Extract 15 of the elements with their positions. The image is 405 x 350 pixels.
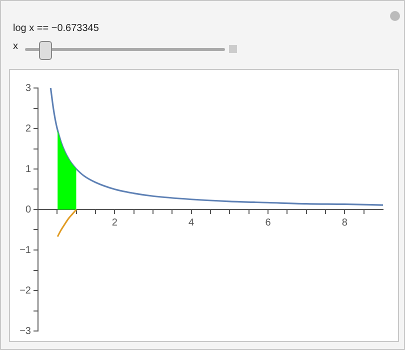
x-tick-label: 6 <box>265 217 272 228</box>
x-tick-label: 4 <box>188 217 195 228</box>
y-tick-label: 1 <box>25 164 32 175</box>
y-tick-label: 0 <box>25 204 32 216</box>
y-tick-label: 2 <box>25 123 32 134</box>
line-series <box>50 88 383 206</box>
chart-title: log x == −0.673345 <box>13 23 99 34</box>
y-tick-label: −3 <box>20 326 32 337</box>
y-tick-label: −2 <box>20 285 32 296</box>
text: x <box>13 41 18 52</box>
x-tick-label: 2 <box>112 217 118 228</box>
y-tick-label: 3 <box>25 82 32 94</box>
y-tick-label: −1 <box>20 244 32 256</box>
x-tick-label: 8 <box>342 217 348 228</box>
line-series <box>56 208 78 238</box>
